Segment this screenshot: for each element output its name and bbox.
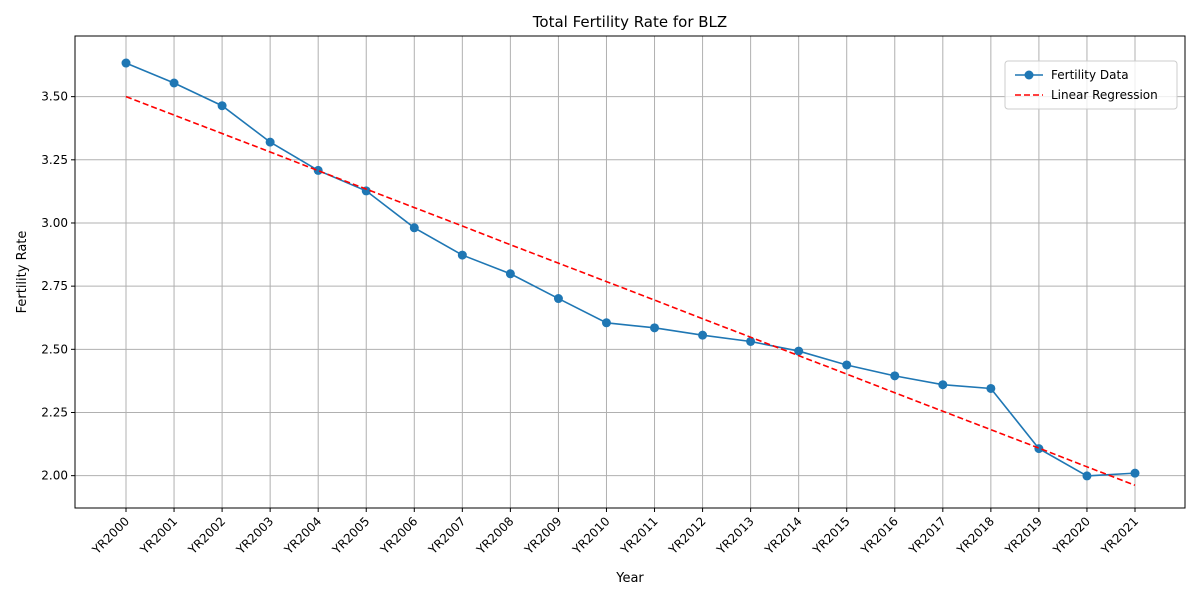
data-point-marker (1130, 468, 1140, 478)
y-tick-label: 2.00 (41, 469, 68, 483)
legend: Fertility Data Linear Regression (1004, 60, 1178, 110)
series-layer (121, 58, 1140, 487)
data-point-marker (601, 318, 611, 328)
legend-entry-label: Linear Regression (1051, 88, 1158, 102)
data-point-marker (169, 78, 179, 88)
data-point-marker (746, 336, 756, 346)
data-point-marker (505, 269, 515, 279)
data-point-marker (313, 165, 323, 175)
data-point-marker (409, 223, 419, 233)
legend-frame (1004, 60, 1178, 110)
data-point-marker (553, 294, 563, 304)
data-point-marker (1034, 444, 1044, 454)
plot-area-frame (74, 35, 1186, 509)
legend-entry-label: Fertility Data (1051, 68, 1129, 82)
data-point-marker (217, 101, 227, 111)
x-axis-label: Year (615, 571, 644, 586)
data-point-marker (890, 371, 900, 381)
data-point-marker (457, 250, 467, 260)
y-tick-label: 3.00 (41, 216, 68, 230)
data-point-marker (650, 323, 660, 333)
data-point-marker (265, 137, 275, 147)
data-point-marker (794, 346, 804, 356)
data-point-marker (938, 380, 948, 390)
series-line-0 (125, 62, 1136, 477)
y-tick-label: 2.25 (41, 405, 68, 419)
data-point-marker (1082, 471, 1092, 481)
legend-swatch-marker (1024, 70, 1034, 80)
y-tick-label: 2.50 (41, 342, 68, 356)
grid-lines (75, 36, 1185, 508)
y-axis-label: Fertility Rate (15, 231, 30, 314)
series-line-1 (125, 95, 1136, 487)
y-tick-label: 3.50 (41, 90, 68, 104)
y-tick-label: 2.75 (41, 279, 68, 293)
y-tick-label: 3.25 (41, 153, 68, 167)
data-point-marker (698, 330, 708, 340)
data-point-marker (842, 360, 852, 370)
data-point-marker (121, 58, 131, 68)
chart-title: Total Fertility Rate for BLZ (532, 13, 727, 31)
data-point-marker (986, 383, 996, 393)
